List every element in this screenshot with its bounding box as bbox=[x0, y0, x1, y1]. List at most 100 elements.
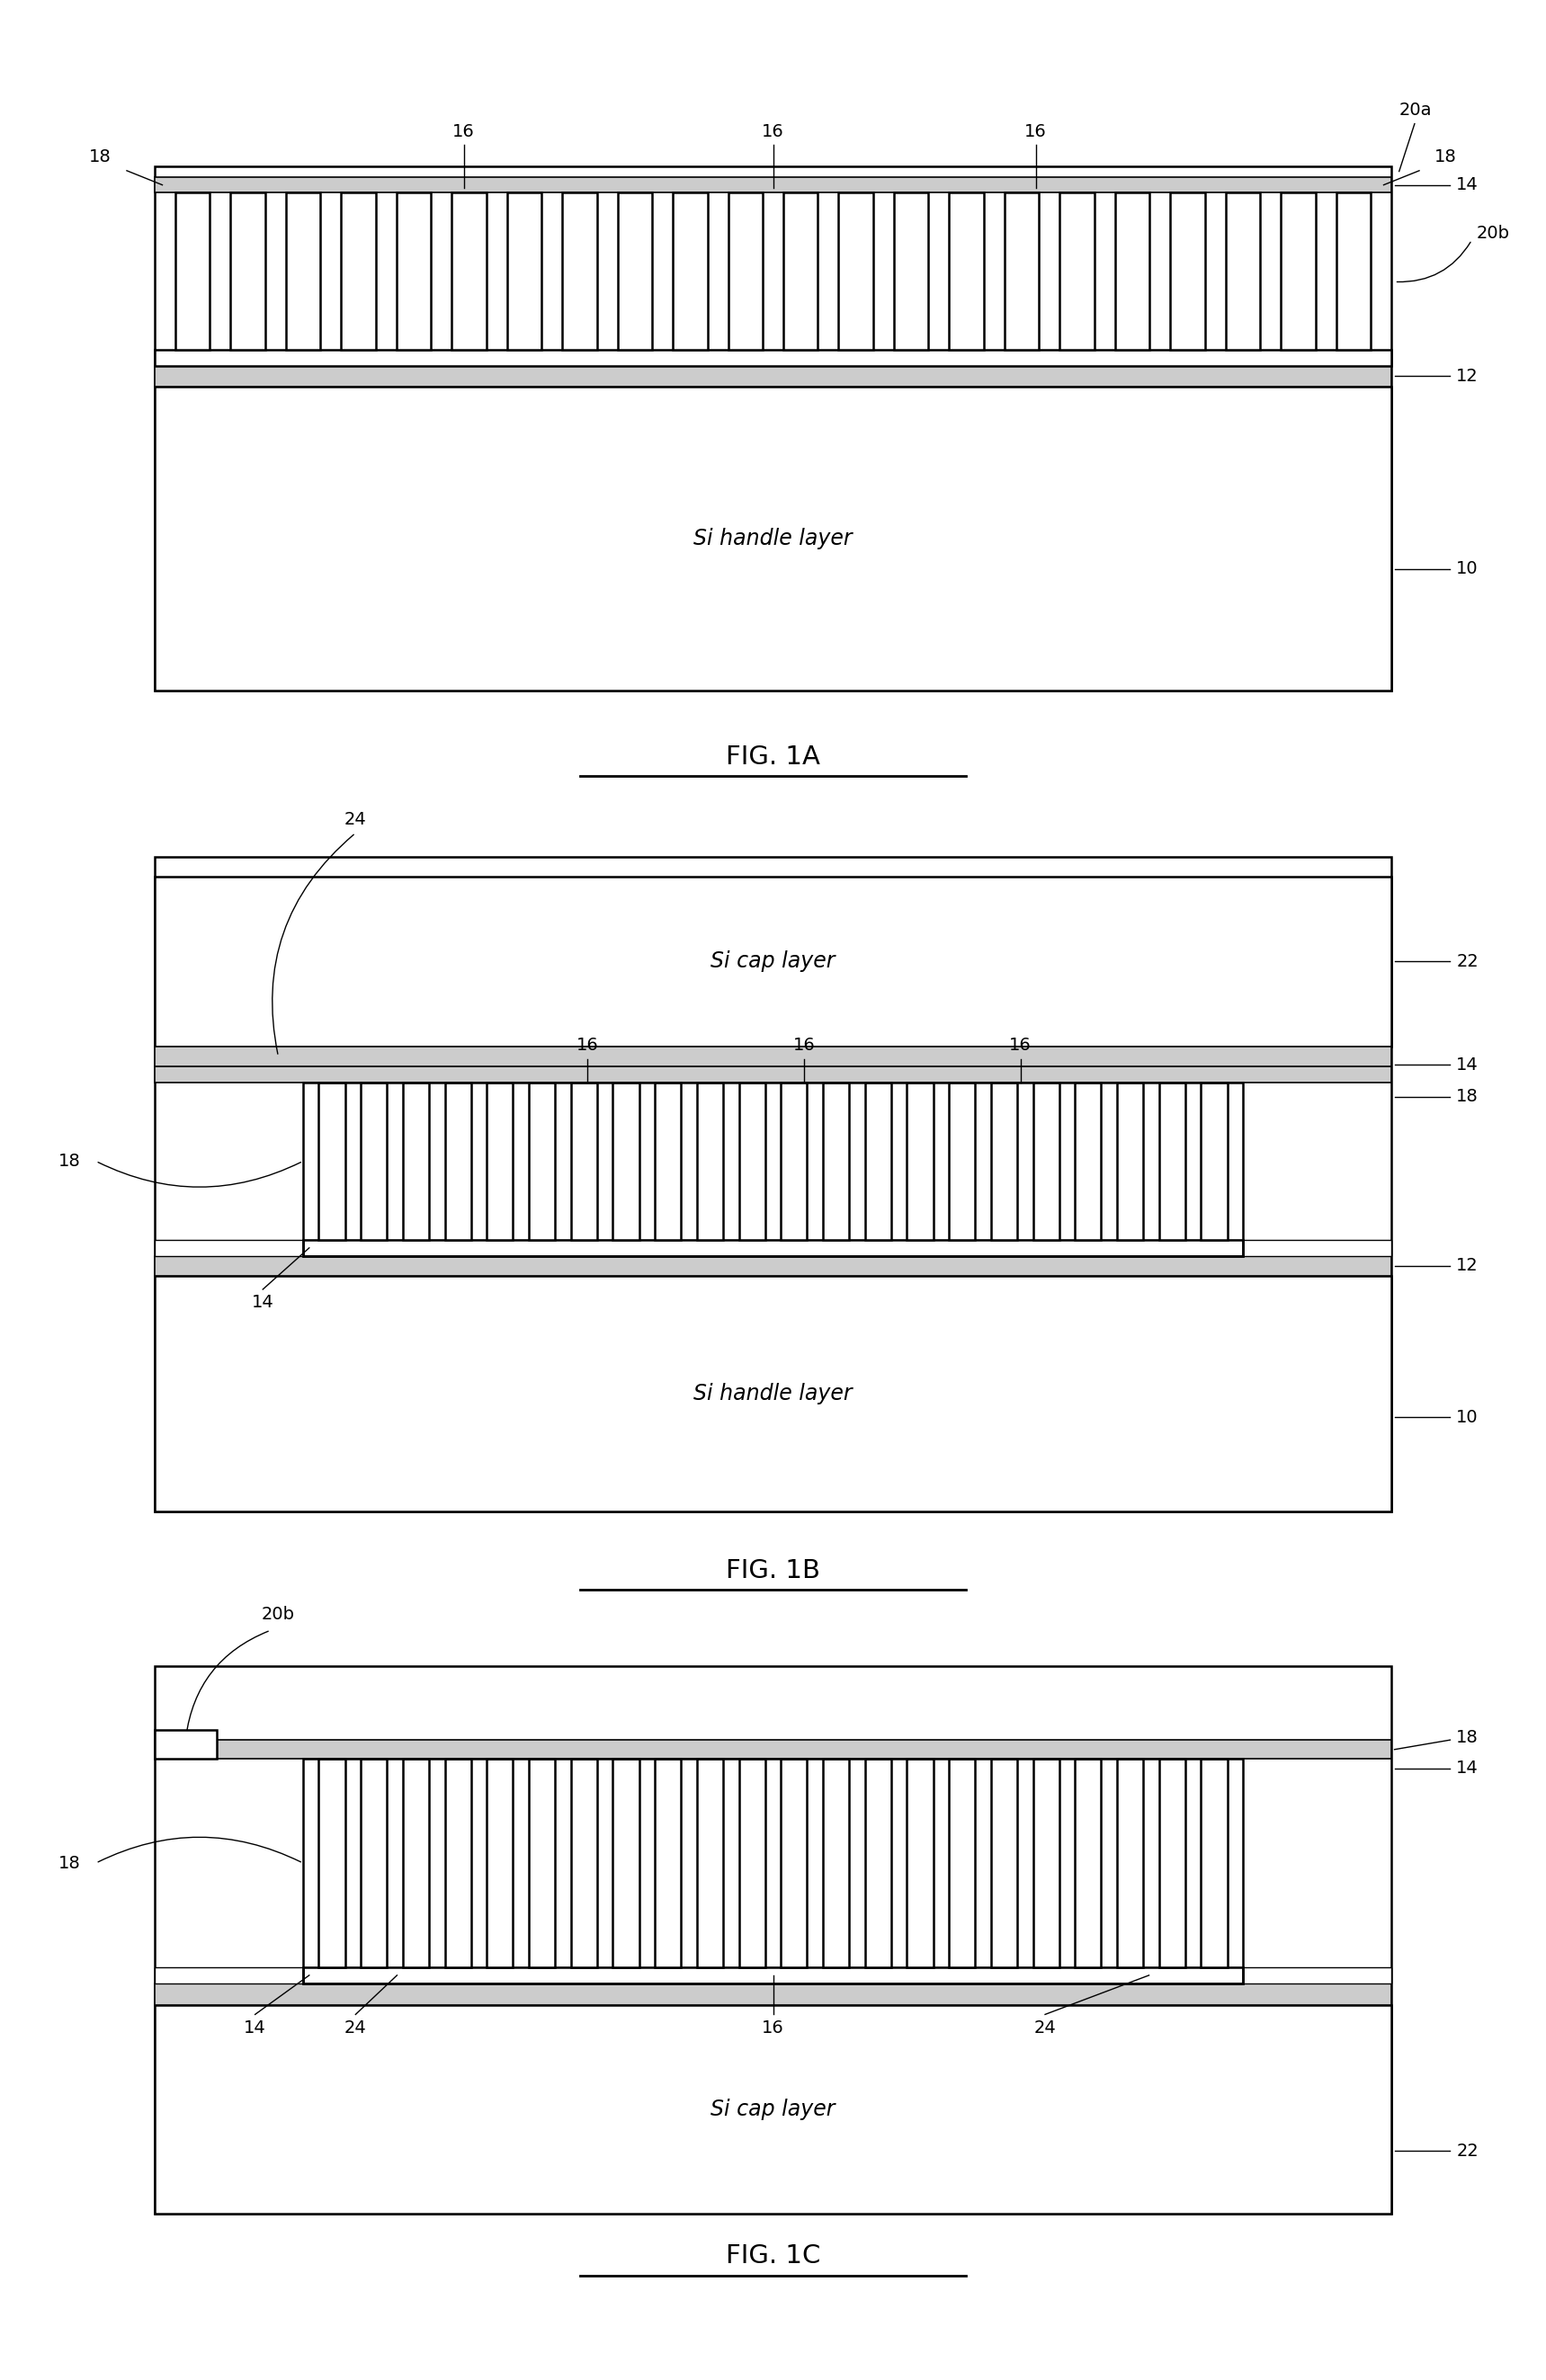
Bar bbox=[445, 1083, 472, 1240]
Bar bbox=[155, 1730, 216, 1759]
Text: Si cap layer: Si cap layer bbox=[711, 2099, 835, 2121]
Text: 22: 22 bbox=[1456, 952, 1478, 971]
Text: FIG. 1B: FIG. 1B bbox=[725, 1559, 821, 1583]
Bar bbox=[155, 876, 1391, 1047]
Text: 10: 10 bbox=[1456, 1409, 1478, 1426]
Bar bbox=[949, 1083, 976, 1240]
Bar bbox=[822, 1759, 849, 1966]
Text: 14: 14 bbox=[252, 1295, 274, 1311]
Bar bbox=[838, 193, 873, 350]
Bar bbox=[1033, 1083, 1059, 1240]
Text: 22: 22 bbox=[1456, 2142, 1478, 2159]
Text: 18: 18 bbox=[1435, 150, 1456, 167]
Text: Si handle layer: Si handle layer bbox=[694, 1383, 852, 1404]
Bar bbox=[1115, 193, 1150, 350]
Bar bbox=[230, 193, 266, 350]
Bar bbox=[1160, 1759, 1186, 1966]
Bar bbox=[529, 1759, 555, 1966]
Bar bbox=[949, 193, 983, 350]
Bar bbox=[487, 1759, 513, 1966]
Text: 24: 24 bbox=[1034, 2018, 1056, 2037]
Bar bbox=[739, 1083, 765, 1240]
Bar bbox=[864, 1083, 890, 1240]
Text: 16: 16 bbox=[762, 2018, 784, 2037]
Text: 16: 16 bbox=[1025, 124, 1047, 140]
Text: 14: 14 bbox=[244, 2018, 266, 2037]
Text: 18: 18 bbox=[1456, 1088, 1478, 1104]
Text: 18: 18 bbox=[59, 1854, 80, 1871]
Bar bbox=[1116, 1083, 1142, 1240]
Text: 18: 18 bbox=[1456, 1728, 1478, 1747]
Text: 16: 16 bbox=[1010, 1038, 1031, 1054]
Bar bbox=[303, 1759, 1243, 1983]
Bar bbox=[451, 193, 487, 350]
Bar bbox=[908, 1083, 934, 1240]
Bar bbox=[864, 1759, 890, 1966]
Bar bbox=[155, 350, 1391, 367]
Bar bbox=[155, 1983, 1391, 2006]
Bar bbox=[445, 1759, 472, 1966]
Bar bbox=[570, 1083, 597, 1240]
Bar bbox=[1033, 1759, 1059, 1966]
Bar bbox=[342, 193, 376, 350]
Bar bbox=[1280, 193, 1316, 350]
Bar bbox=[697, 1759, 724, 1966]
Bar bbox=[155, 1047, 1391, 1066]
Bar bbox=[1074, 1083, 1101, 1240]
Bar bbox=[1201, 1759, 1228, 1966]
Bar bbox=[1336, 193, 1371, 350]
Bar bbox=[360, 1083, 386, 1240]
Text: 12: 12 bbox=[1456, 1257, 1478, 1273]
Bar bbox=[784, 193, 818, 350]
Text: 18: 18 bbox=[90, 150, 111, 167]
Bar bbox=[404, 1759, 430, 1966]
Bar bbox=[656, 1759, 682, 1966]
Text: 20a: 20a bbox=[1399, 102, 1432, 119]
Bar bbox=[303, 1966, 1243, 1983]
Text: 16: 16 bbox=[793, 1038, 815, 1054]
Bar bbox=[1005, 193, 1039, 350]
Text: FIG. 1A: FIG. 1A bbox=[725, 745, 821, 769]
Bar bbox=[155, 386, 1391, 690]
Bar bbox=[949, 1759, 976, 1966]
Bar bbox=[529, 1083, 555, 1240]
Bar bbox=[1160, 1083, 1186, 1240]
Bar bbox=[318, 1083, 345, 1240]
Bar bbox=[175, 193, 210, 350]
Bar bbox=[155, 1276, 1391, 1511]
Bar bbox=[155, 2006, 1391, 2213]
Bar bbox=[303, 1083, 1243, 1257]
Bar bbox=[155, 167, 1391, 690]
Bar bbox=[822, 1083, 849, 1240]
Bar bbox=[303, 1240, 1243, 1257]
Text: 20b: 20b bbox=[1476, 224, 1510, 240]
Text: Si cap layer: Si cap layer bbox=[711, 950, 835, 973]
Text: 14: 14 bbox=[1456, 1057, 1478, 1073]
Bar bbox=[155, 857, 1391, 1511]
Bar bbox=[487, 1083, 513, 1240]
Text: 24: 24 bbox=[345, 812, 366, 828]
Bar bbox=[894, 193, 929, 350]
Bar bbox=[318, 1759, 345, 1966]
Text: 14: 14 bbox=[1456, 1761, 1478, 1778]
Bar bbox=[155, 1257, 1391, 1276]
Bar bbox=[728, 193, 762, 350]
Bar bbox=[155, 1740, 1391, 1759]
Bar bbox=[612, 1759, 638, 1966]
Text: 16: 16 bbox=[453, 124, 475, 140]
Text: 24: 24 bbox=[345, 2018, 366, 2037]
Bar bbox=[570, 1759, 597, 1966]
Text: 18: 18 bbox=[59, 1152, 80, 1169]
Bar bbox=[991, 1083, 1017, 1240]
Bar bbox=[781, 1083, 807, 1240]
Bar bbox=[155, 1666, 1391, 2213]
Bar bbox=[656, 1083, 682, 1240]
Bar bbox=[404, 1083, 430, 1240]
Bar bbox=[155, 176, 1391, 193]
Bar bbox=[155, 1240, 1391, 1257]
Bar bbox=[360, 1759, 386, 1966]
Bar bbox=[991, 1759, 1017, 1966]
Text: 10: 10 bbox=[1456, 559, 1478, 578]
Bar bbox=[1170, 193, 1204, 350]
Text: Si handle layer: Si handle layer bbox=[694, 528, 852, 550]
